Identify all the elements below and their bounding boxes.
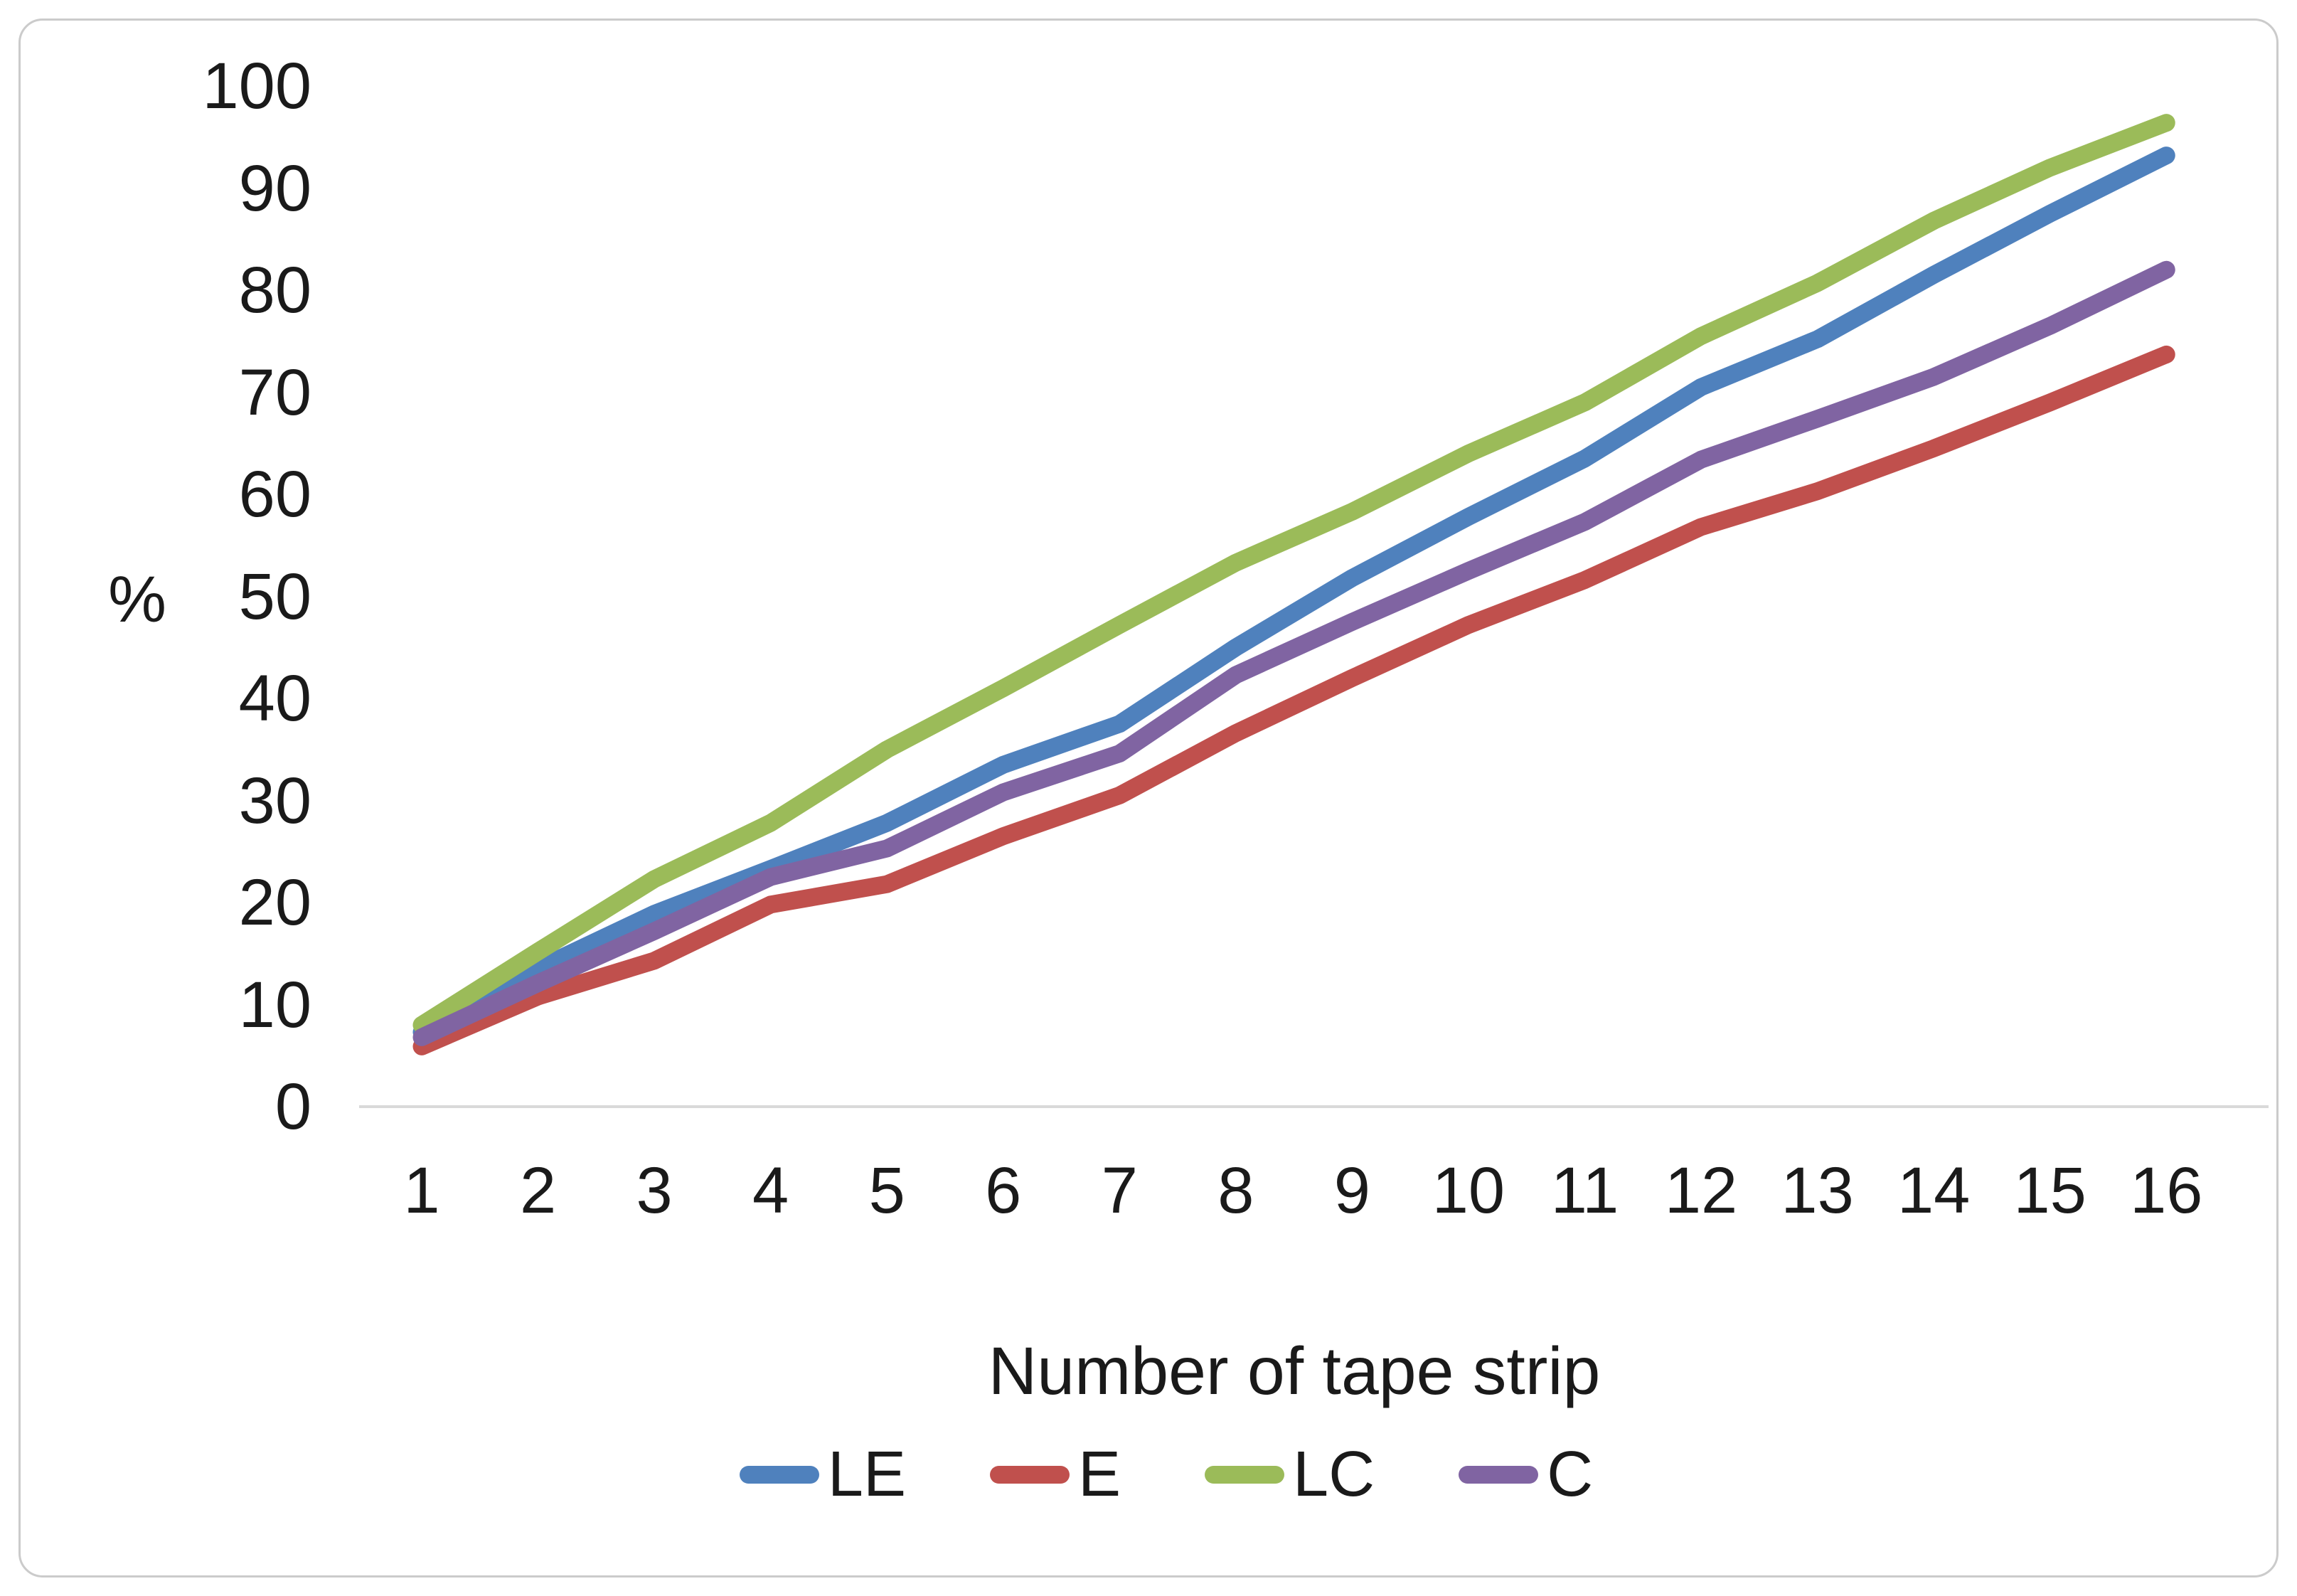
x-tick-label-5: 5 [868, 1154, 905, 1227]
legend-swatch-E [990, 1465, 1070, 1484]
x-tick-label-1: 1 [403, 1154, 440, 1227]
legend-swatch-C [1459, 1465, 1539, 1484]
x-tick-label-9: 9 [1333, 1154, 1370, 1227]
series-line-E [412, 345, 2175, 1055]
y-tick-label-20: 20 [238, 866, 311, 939]
x-tick-label-7: 7 [1101, 1154, 1138, 1227]
y-tick-label-40: 40 [238, 662, 311, 735]
x-axis-title: Number of tape strip [988, 1334, 1601, 1409]
x-tick-label-8: 8 [1217, 1154, 1254, 1227]
x-tick-label-16: 16 [2130, 1154, 2203, 1227]
y-tick-label-50: 50 [238, 560, 311, 633]
y-tick-label-60: 60 [238, 458, 311, 531]
y-tick-label-30: 30 [238, 764, 311, 837]
legend: LE E LC C [142, 1442, 2190, 1506]
y-axis-unit-label: % [108, 563, 166, 636]
x-tick-label-11: 11 [1550, 1154, 1619, 1227]
y-tick-label-100: 100 [202, 50, 312, 122]
legend-label-LE: LE [827, 1439, 906, 1510]
x-tick-label-12: 12 [1664, 1154, 1738, 1227]
y-tick-label-70: 70 [238, 356, 311, 429]
legend-swatch-LC [1205, 1465, 1285, 1484]
legend-swatch-LE [739, 1465, 819, 1484]
series-line-LC [412, 114, 2175, 1034]
x-tick-label-15: 15 [2013, 1154, 2087, 1227]
x-tick-label-4: 4 [752, 1154, 789, 1227]
y-tick-label-0: 0 [275, 1070, 311, 1143]
x-tick-label-2: 2 [519, 1154, 557, 1227]
x-tick-label-3: 3 [636, 1154, 673, 1227]
legend-label-C: C [1547, 1439, 1594, 1510]
legend-item-LC: LC [1205, 1442, 1375, 1506]
series-line-LE [412, 147, 2175, 1041]
series-line-C [412, 260, 2175, 1046]
legend-item-LE: LE [739, 1439, 906, 1510]
legend-label-LC: LC [1293, 1439, 1375, 1510]
y-tick-label-10: 10 [238, 968, 311, 1041]
legend-label-E: E [1078, 1439, 1121, 1510]
x-tick-label-6: 6 [985, 1154, 1022, 1227]
legend-item-E: E [990, 1442, 1121, 1506]
legend-item-C: C [1459, 1442, 1593, 1506]
x-tick-label-14: 14 [1897, 1154, 1971, 1227]
x-tick-label-13: 13 [1781, 1154, 1854, 1227]
x-tick-label-10: 10 [1432, 1154, 1505, 1227]
y-tick-label-90: 90 [238, 151, 311, 225]
y-tick-label-80: 80 [238, 254, 311, 326]
